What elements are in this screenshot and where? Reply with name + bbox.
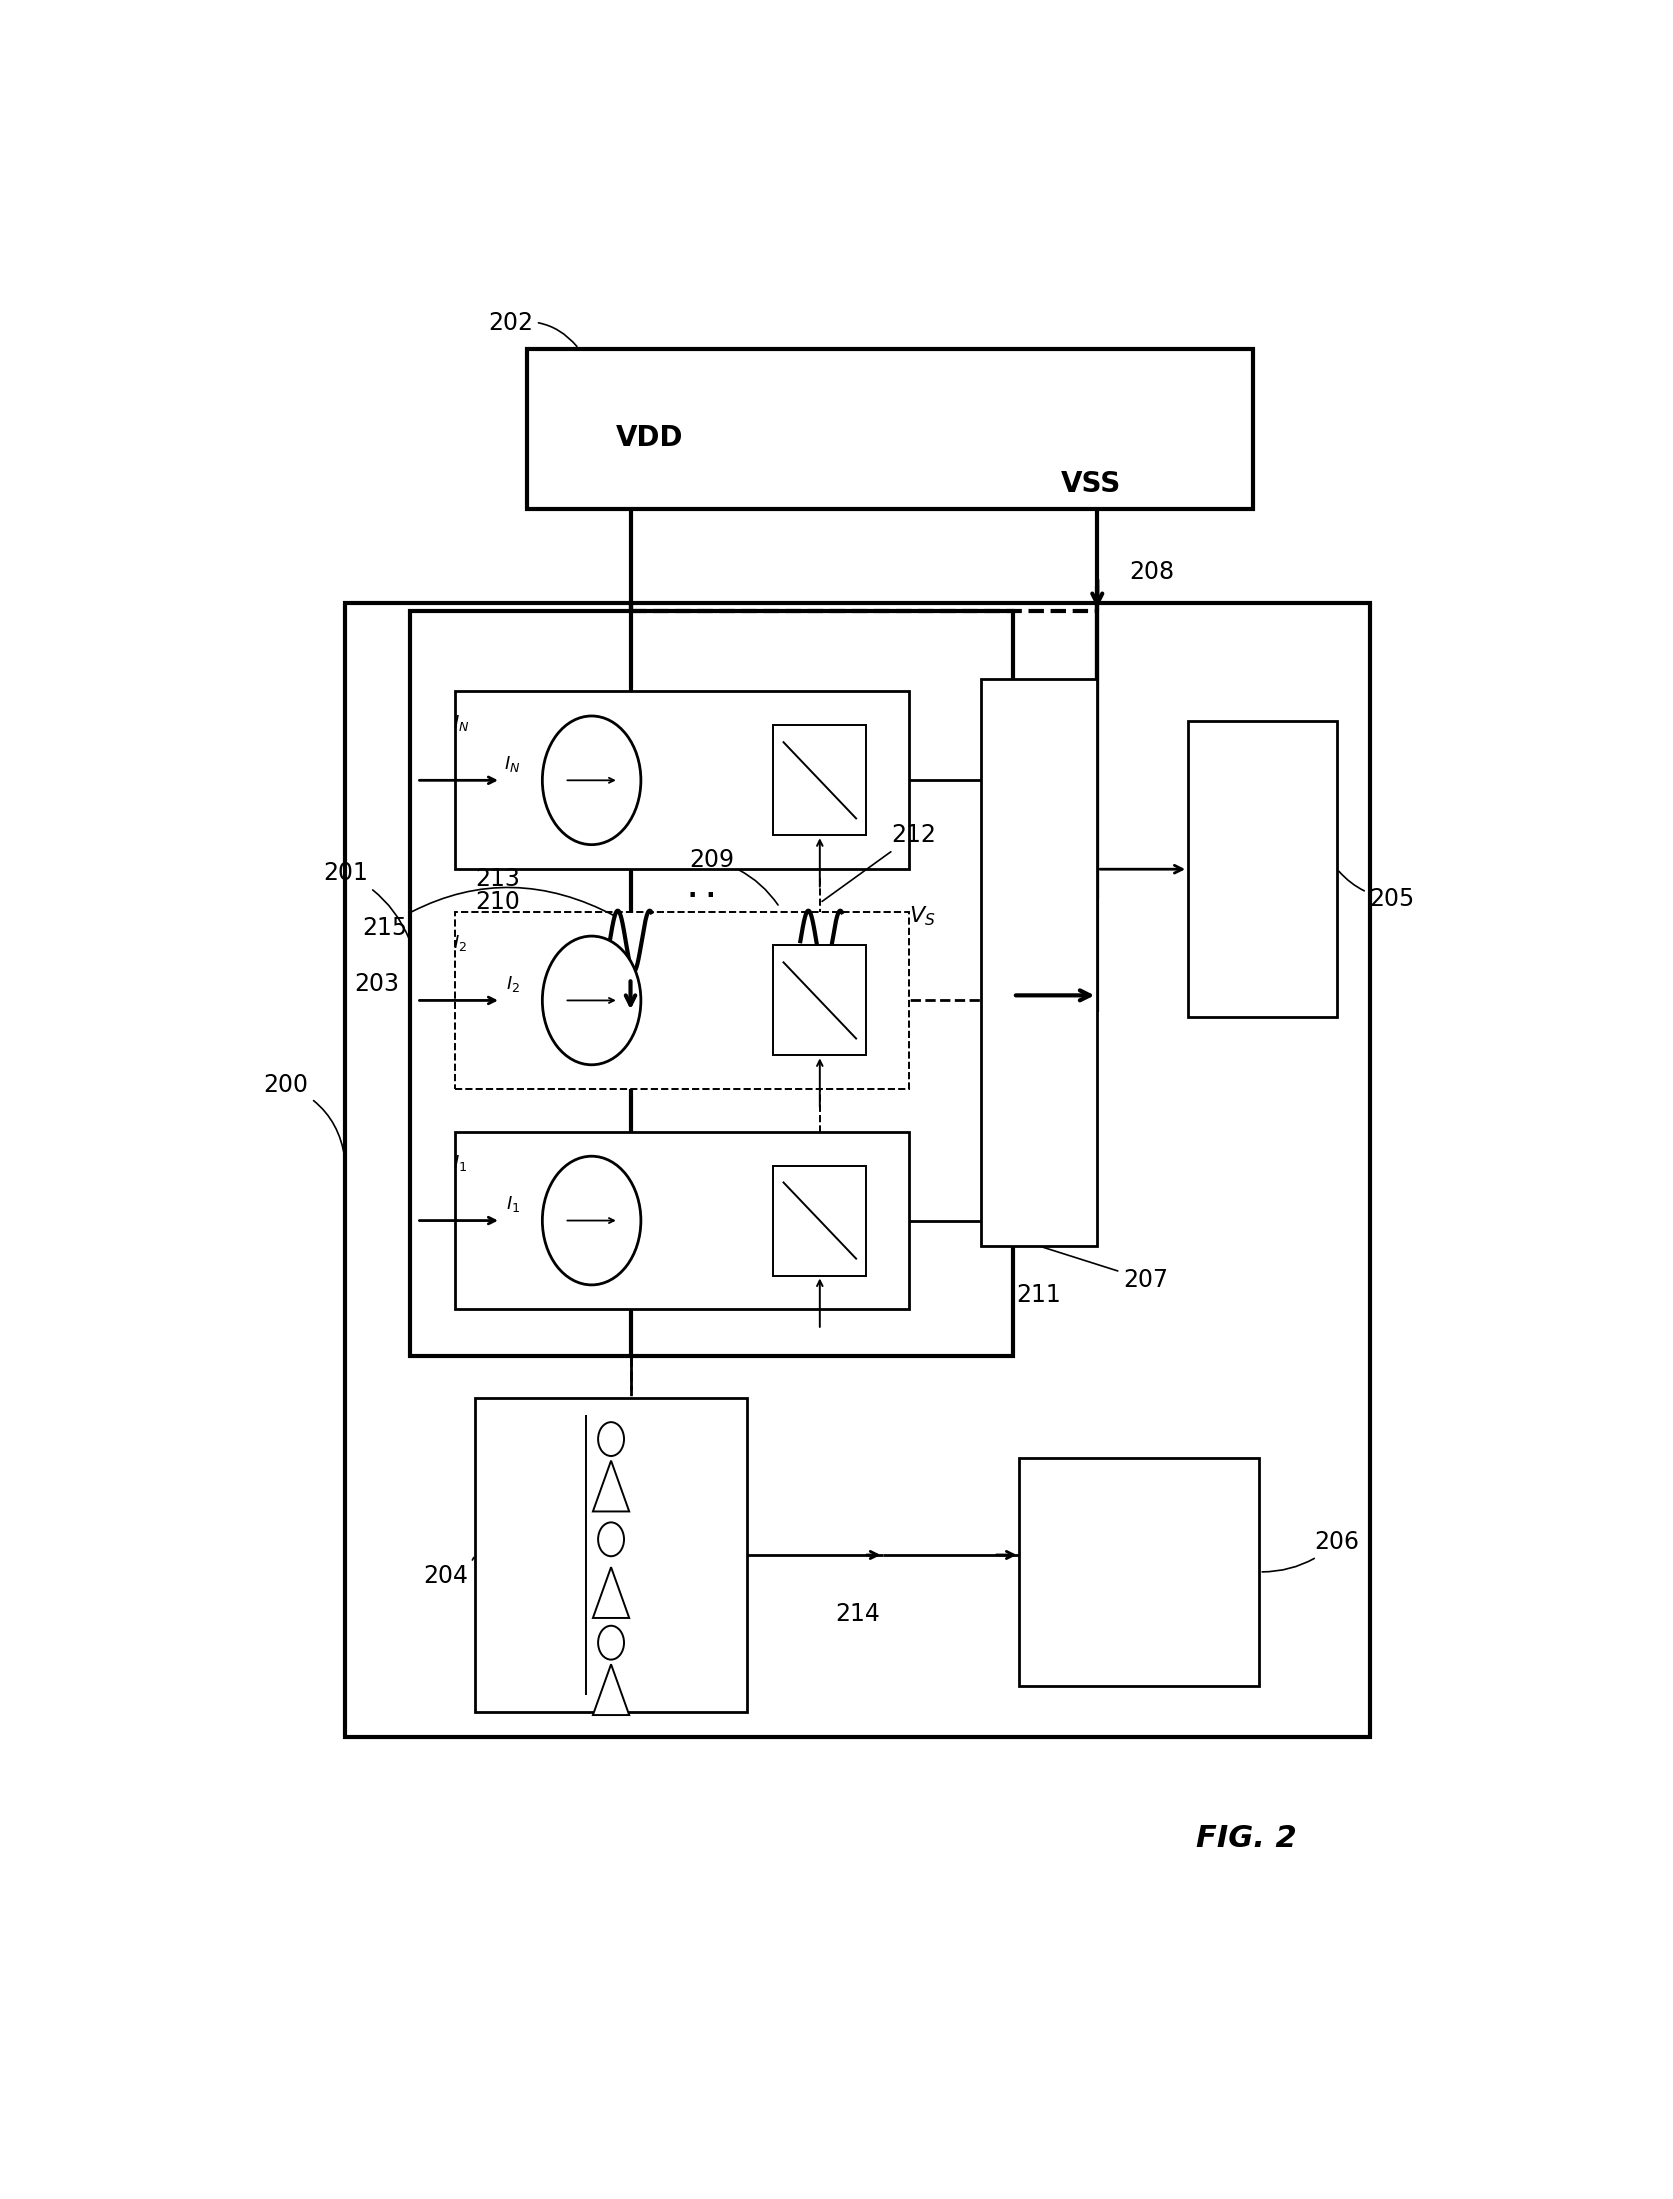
Bar — [773, 1165, 867, 1275]
Text: $I_N$: $I_N$ — [453, 712, 470, 732]
Text: 210: 210 — [475, 891, 520, 915]
Circle shape — [599, 1423, 624, 1456]
Bar — [980, 679, 1097, 1247]
Text: 209: 209 — [689, 849, 778, 906]
Text: 206: 206 — [1261, 1531, 1358, 1572]
Text: $I_T$: $I_T$ — [554, 921, 572, 946]
Circle shape — [599, 1522, 624, 1557]
Text: 204: 204 — [423, 1557, 473, 1588]
Bar — [1188, 721, 1337, 1018]
Text: . .: . . — [688, 877, 716, 902]
Bar — [455, 690, 910, 869]
Text: 211: 211 — [1017, 1284, 1061, 1306]
Text: $I_2$: $I_2$ — [453, 932, 467, 952]
Text: 205: 205 — [1338, 871, 1415, 910]
Bar — [410, 611, 1014, 1357]
Bar — [527, 350, 1253, 510]
Polygon shape — [592, 1460, 629, 1511]
Text: $I_2$: $I_2$ — [507, 974, 520, 994]
Circle shape — [542, 717, 641, 844]
Text: 202: 202 — [489, 310, 577, 347]
Text: 203: 203 — [355, 972, 400, 996]
Text: 208: 208 — [1129, 561, 1174, 585]
Text: 215: 215 — [361, 888, 616, 939]
Bar — [773, 946, 867, 1056]
Text: $V_S$: $V_S$ — [908, 904, 935, 928]
Text: $I_1$: $I_1$ — [507, 1194, 520, 1214]
Circle shape — [542, 937, 641, 1064]
Text: VDD: VDD — [616, 424, 684, 453]
Polygon shape — [592, 1665, 629, 1715]
Text: 212: 212 — [821, 822, 935, 902]
Bar — [1019, 1458, 1260, 1687]
Circle shape — [542, 1157, 641, 1284]
Polygon shape — [592, 1568, 629, 1618]
Bar — [475, 1399, 748, 1711]
Text: $I_1$: $I_1$ — [453, 1152, 467, 1172]
Bar — [345, 603, 1370, 1737]
Bar — [455, 1132, 910, 1308]
Text: $I_N$: $I_N$ — [504, 754, 520, 774]
Text: 207: 207 — [1042, 1247, 1168, 1291]
Bar — [773, 726, 867, 836]
Text: 213: 213 — [475, 866, 520, 891]
Text: 201: 201 — [323, 862, 408, 939]
Text: 200: 200 — [264, 1073, 345, 1159]
Text: VSS: VSS — [1061, 471, 1121, 497]
Circle shape — [599, 1625, 624, 1660]
Text: FIG. 2: FIG. 2 — [1196, 1825, 1297, 1854]
Text: 214: 214 — [835, 1603, 880, 1627]
Bar — [455, 913, 910, 1089]
